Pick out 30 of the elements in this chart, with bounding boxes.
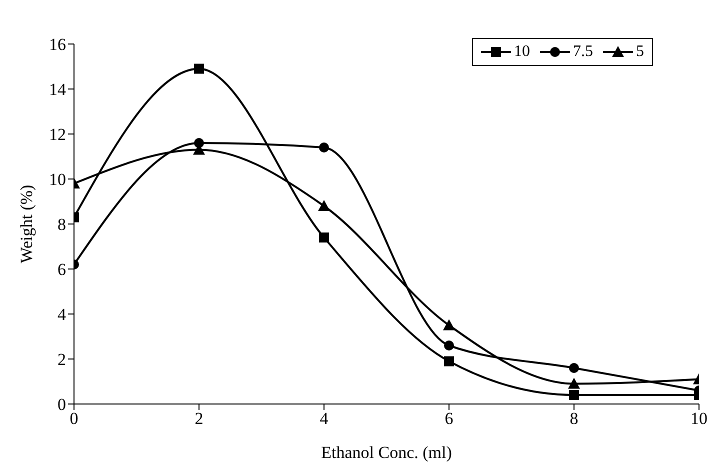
x-tick-label: 10 bbox=[690, 409, 708, 428]
x-tick-label: 2 bbox=[194, 409, 204, 428]
point bbox=[444, 356, 454, 366]
y-tick-label: 2 bbox=[58, 350, 66, 370]
y-tick-label: 0 bbox=[58, 395, 66, 414]
point bbox=[569, 363, 579, 373]
x-axis-title: Ethanol Conc. (ml) bbox=[321, 443, 452, 462]
point bbox=[318, 200, 330, 211]
legend-label: 10 bbox=[514, 43, 530, 61]
point bbox=[444, 340, 454, 350]
legend-label: 5 bbox=[636, 43, 644, 61]
y-tick-label: 12 bbox=[49, 125, 66, 144]
y-tick-label: 16 bbox=[49, 35, 66, 54]
point bbox=[568, 378, 580, 389]
y-axis-title: Weight (%) bbox=[17, 184, 36, 264]
point bbox=[194, 64, 204, 74]
x-tick-label: 0 bbox=[70, 409, 78, 428]
point bbox=[569, 390, 579, 400]
point bbox=[319, 142, 329, 152]
x-tick-label: 8 bbox=[570, 409, 578, 428]
y-tick-label: 8 bbox=[58, 215, 66, 234]
y-tick-label: 10 bbox=[49, 170, 66, 190]
y-tick-label: 4 bbox=[58, 305, 66, 324]
point bbox=[443, 319, 455, 330]
point bbox=[319, 232, 329, 242]
y-tick-label: 14 bbox=[49, 80, 66, 100]
x-tick-label: 4 bbox=[320, 409, 329, 428]
legend-label: 7.5 bbox=[573, 43, 593, 61]
y-tick-label: 6 bbox=[58, 260, 66, 280]
x-tick-label: 6 bbox=[444, 409, 454, 428]
